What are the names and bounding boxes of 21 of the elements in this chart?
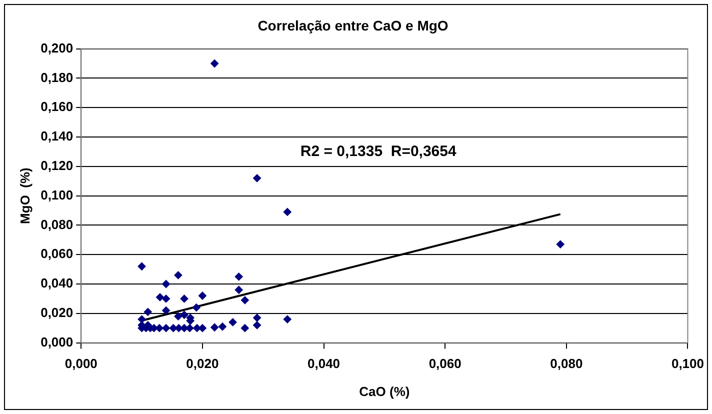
y-tick-label: 0,060 <box>40 246 74 262</box>
y-tick-label: 0,200 <box>40 40 74 56</box>
y-tick-label: 0,120 <box>40 158 74 173</box>
x-tick-label: 0,040 <box>308 356 340 372</box>
x-tick-label: 0,000 <box>64 356 98 372</box>
x-tick-label: 0,100 <box>671 356 704 372</box>
chart-title: Correlação entre CaO e MgO <box>258 17 448 34</box>
x-tick-label: 0,060 <box>428 356 462 372</box>
y-tick-label: 0,160 <box>40 99 74 114</box>
y-tick-label: 0,180 <box>40 70 74 85</box>
y-tick-label: 0,140 <box>40 128 74 144</box>
y-tick-label: 0,080 <box>40 216 74 232</box>
annotation: R2 = 0,1335 R=0,3654 <box>300 142 457 160</box>
x-tick-label: 0,080 <box>550 356 583 372</box>
y-tick-label: 0,040 <box>40 276 74 291</box>
y-tick-label: 0,000 <box>40 334 74 350</box>
x-axis-title: CaO (%) <box>359 384 410 399</box>
y-tick-label: 0,100 <box>40 187 74 202</box>
y-tick-label: 0,020 <box>40 304 74 320</box>
x-tick-label: 0,020 <box>186 356 219 372</box>
y-axis-title: MgO (%) <box>17 168 32 224</box>
